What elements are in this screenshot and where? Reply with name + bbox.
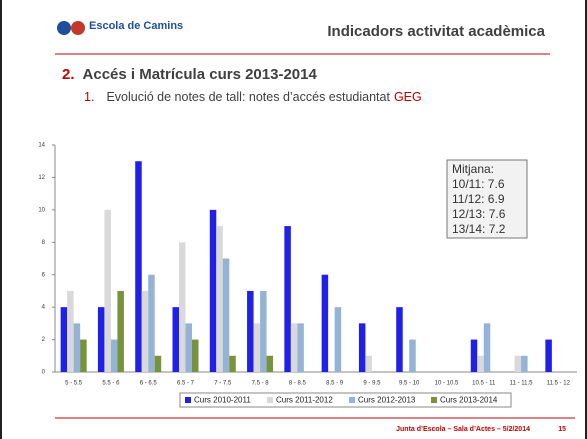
legend-swatch xyxy=(349,397,355,403)
logo: Escola de Camins xyxy=(57,20,183,35)
bar xyxy=(60,307,68,372)
legend-label: Curs 2013-2014 xyxy=(440,396,498,405)
bar xyxy=(253,323,261,372)
x-tick-label: 6.5 - 7 xyxy=(177,381,195,387)
x-tick-label: 10.5 - 11 xyxy=(472,381,496,387)
bar xyxy=(80,339,87,372)
bar xyxy=(284,226,291,372)
bar xyxy=(334,307,342,372)
bar xyxy=(470,339,478,372)
x-tick-label: 5.5 - 6 xyxy=(102,381,120,387)
bar xyxy=(409,339,416,372)
legend-swatch xyxy=(431,397,437,403)
annotation-text: 12/13: 7.6 xyxy=(452,207,506,221)
y-tick-label: 8 xyxy=(42,240,46,246)
y-tick-label: 12 xyxy=(38,175,45,181)
bar xyxy=(192,339,199,372)
y-tick-label: 10 xyxy=(38,207,45,213)
x-tick-label: 7.5 - 8 xyxy=(252,381,270,387)
legend-swatch xyxy=(185,397,191,403)
bar xyxy=(97,307,105,372)
legend-label: Curs 2010-2011 xyxy=(194,396,251,405)
bar xyxy=(365,355,372,372)
bar xyxy=(521,355,528,372)
item-number: 1. xyxy=(84,90,94,104)
bar xyxy=(229,355,236,372)
annotation-text: 13/14: 7.2 xyxy=(452,222,506,236)
annotation-box xyxy=(446,159,528,239)
y-tick-label: 2 xyxy=(42,337,46,343)
bar xyxy=(110,339,118,372)
bar xyxy=(209,209,217,372)
bar xyxy=(483,323,491,372)
x-tick-label: 9.5 - 10 xyxy=(399,381,420,387)
y-tick-label: 14 xyxy=(38,143,45,149)
bar xyxy=(358,323,366,372)
bar xyxy=(321,274,329,372)
page-number: 15 xyxy=(558,426,566,433)
bar xyxy=(141,290,149,372)
bar xyxy=(290,323,298,372)
bar xyxy=(247,290,254,372)
bar xyxy=(260,290,267,372)
annotation-text: 10/11: 7.6 xyxy=(452,177,505,191)
item-highlight: GEG xyxy=(394,90,422,104)
bar xyxy=(172,307,179,372)
x-tick-label: 11.5 - 12 xyxy=(547,381,571,387)
logo-icon xyxy=(57,21,71,35)
school-name: Escola de Camins xyxy=(89,20,183,32)
section-number: 2. xyxy=(62,66,75,83)
bar xyxy=(154,355,162,372)
x-tick-label: 10 - 10.5 xyxy=(435,381,459,387)
x-tick-label: 7 - 7.5 xyxy=(214,381,232,387)
bar xyxy=(514,355,522,372)
bar xyxy=(73,323,81,372)
footer-text: Junta d’Escola – Sala d’Actes – 5/2/2014 xyxy=(396,426,530,433)
bar xyxy=(67,290,74,372)
bar xyxy=(222,258,230,372)
logo-icon xyxy=(71,21,85,35)
bar xyxy=(185,323,192,372)
x-tick-label: 11 - 11.5 xyxy=(510,381,533,387)
legend-swatch xyxy=(267,397,273,403)
bar xyxy=(297,323,304,372)
x-tick-label: 8.5 - 9 xyxy=(326,381,344,387)
annotation-text: Mitjana: xyxy=(452,162,494,176)
bar xyxy=(148,274,155,372)
x-tick-label: 6 - 6.5 xyxy=(140,381,158,387)
legend-label: Curs 2011-2012 xyxy=(276,396,333,405)
bar xyxy=(266,355,274,372)
bar xyxy=(135,161,142,372)
bar xyxy=(216,226,223,372)
y-tick-label: 4 xyxy=(42,305,46,311)
bar xyxy=(104,209,111,372)
legend-label: Curs 2012-2013 xyxy=(358,396,416,405)
bar xyxy=(179,242,186,372)
section-heading: 2. Accés i Matrícula curs 2013-2014 xyxy=(62,66,317,83)
y-tick-label: 0 xyxy=(42,370,46,376)
item-text: Evolució de notes de tall: notes d’accés… xyxy=(106,90,390,104)
item-heading: 1. Evolució de notes de tall: notes d’acc… xyxy=(84,90,422,104)
legend-box xyxy=(179,392,512,408)
bar xyxy=(117,290,124,372)
x-tick-label: 8 - 8.5 xyxy=(289,381,307,387)
bar xyxy=(477,355,484,372)
x-tick-label: 9 - 9.5 xyxy=(363,381,381,387)
section-text: Accés i Matrícula curs 2013-2014 xyxy=(83,66,318,83)
bar xyxy=(396,307,403,372)
bar xyxy=(545,339,552,372)
slide-title: Indicadors activitat acadèmica xyxy=(327,23,545,40)
y-tick-label: 6 xyxy=(42,272,46,278)
annotation-text: 11/12: 6.9 xyxy=(452,192,505,206)
x-tick-label: 5 - 5.5 xyxy=(65,381,83,387)
